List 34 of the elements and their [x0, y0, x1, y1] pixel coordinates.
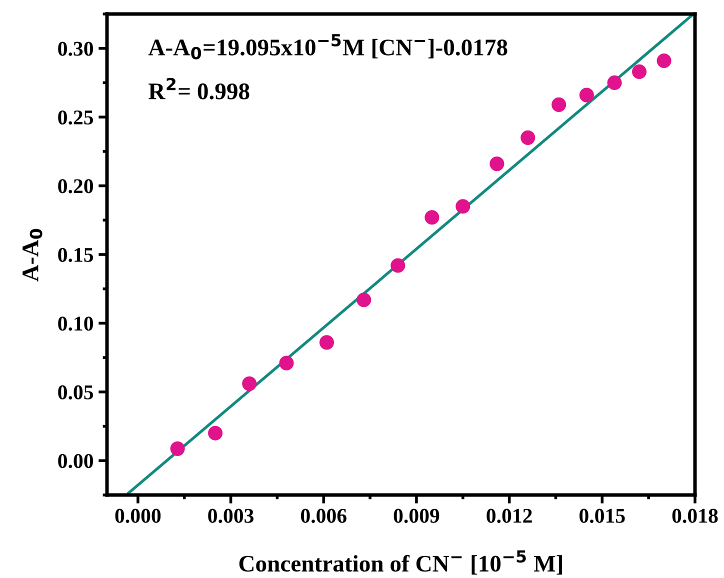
y-tick-label: 0.10	[58, 316, 94, 331]
x-tick-label: 0.006	[300, 508, 346, 523]
x-tick-label: 0.000	[115, 508, 161, 523]
point	[552, 97, 566, 112]
point	[607, 75, 622, 90]
x-tick-label: 0.003	[208, 508, 254, 523]
annotation: R$^{2}$= 0.998	[148, 78, 250, 100]
point	[208, 426, 223, 440]
y-tick-label: 0.20	[58, 179, 94, 194]
point	[456, 199, 470, 214]
x-axis-title: Concentration of CN$^{−}$ [10$^{−5}$ M]	[239, 550, 562, 575]
point	[579, 88, 594, 102]
point	[319, 335, 334, 350]
point	[390, 258, 406, 273]
point	[520, 130, 536, 145]
point	[632, 64, 647, 80]
x-tick-label: 0.018	[672, 508, 718, 523]
x-tick-label: 0.009	[394, 508, 440, 523]
x-tick-label: 0.012	[486, 508, 532, 523]
y-tick-label: 0.00	[58, 454, 94, 468]
point	[424, 210, 440, 225]
y-tick-label: 0.05	[58, 385, 94, 400]
point	[656, 53, 672, 68]
point	[279, 356, 294, 370]
y-tick-label: 0.25	[58, 110, 94, 125]
y-tick-label: 0.30	[58, 42, 94, 56]
x-tick-label: 0.015	[580, 508, 625, 523]
point	[356, 292, 372, 308]
point	[490, 156, 504, 172]
point	[170, 441, 185, 456]
annotation: A-A$_{0}$=19.095x10$^{−5}$M [CN$^{−}$]-0.0178	[148, 34, 508, 60]
y-tick-label: 0.15	[58, 248, 94, 262]
point	[242, 376, 257, 391]
y-axis-title: A-A$_{0}$	[22, 228, 42, 282]
